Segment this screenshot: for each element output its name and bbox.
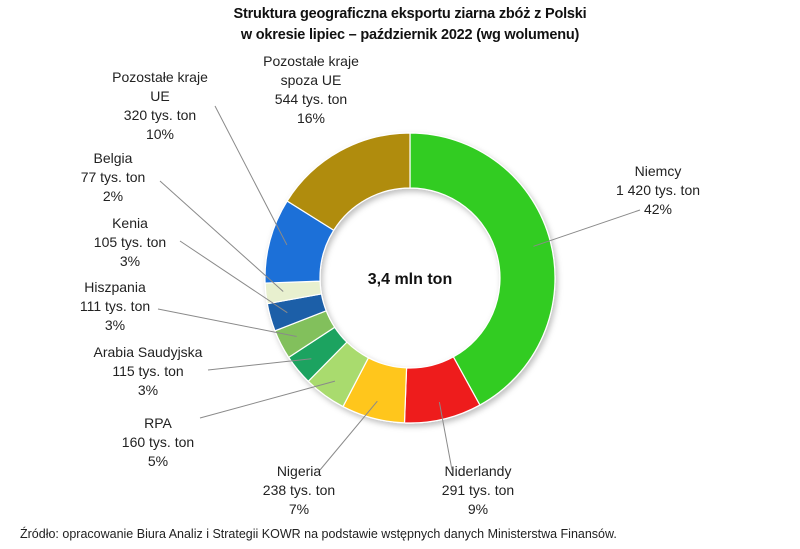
- leader-line-rpa: [199, 380, 336, 419]
- label-name-niderlandy: Niderlandy: [445, 463, 512, 479]
- label-niemcy: Niemcy 1 420 tys. ton 42%: [616, 163, 700, 217]
- slice-niemcy: [409, 132, 556, 406]
- leader-line-belgia: [159, 180, 284, 292]
- label-name-kenia: Kenia: [112, 215, 148, 231]
- slice-labels: Niemcy 1 420 tys. ton 42% Niderlandy 291 tys…: [80, 53, 700, 517]
- label-percent-rpa: 5%: [148, 453, 168, 469]
- label-pozostale-kraje-ue: Pozostałe kraje UE 320 tys. ton 10%: [112, 69, 208, 142]
- label-kenia: Kenia 105 tys. ton 3%: [94, 215, 166, 269]
- leader-lines: [157, 105, 641, 471]
- label-value-niemcy: 1 420 tys. ton: [616, 182, 700, 198]
- label-name-hiszpania: Hiszpania: [84, 279, 146, 295]
- leader-line-kenia: [179, 240, 288, 314]
- label-name-rpa: RPA: [144, 415, 172, 431]
- leader-line-arabia-saudyjska: [207, 358, 312, 371]
- label-percent-pozostale-kraje-ue: 10%: [146, 126, 174, 142]
- label-pozostale-kraje-spoza-ue: Pozostałe kraje spoza UE 544 tys. ton 16%: [263, 53, 359, 126]
- label-percent-nigeria: 7%: [289, 501, 309, 517]
- label-value-belgia: 77 tys. ton: [81, 169, 146, 185]
- label-value-arabia-saudyjska: 115 tys. ton: [112, 363, 183, 379]
- label-name-nigeria: Nigeria: [277, 463, 322, 479]
- label-percent-niderlandy: 9%: [468, 501, 488, 517]
- label-name-belgia: Belgia: [94, 150, 133, 166]
- label-percent-hiszpania: 3%: [105, 317, 125, 333]
- leader-line-niemcy: [533, 209, 641, 247]
- donut-slices: [264, 132, 556, 424]
- label-name-pozostale-kraje-ue: UE: [150, 88, 169, 104]
- label-name-pozostale-kraje-spoza-ue: Pozostałe kraje: [263, 53, 359, 69]
- label-belgia: Belgia 77 tys. ton 2%: [81, 150, 146, 204]
- label-percent-belgia: 2%: [103, 188, 123, 204]
- label-value-niderlandy: 291 tys. ton: [442, 482, 514, 498]
- leader-line-nigeria: [319, 400, 378, 471]
- label-percent-kenia: 3%: [120, 253, 140, 269]
- label-name-arabia-saudyjska: Arabia Saudyjska: [94, 344, 203, 360]
- label-value-kenia: 105 tys. ton: [94, 234, 166, 250]
- label-value-pozostale-kraje-spoza-ue: 544 tys. ton: [275, 91, 347, 107]
- label-percent-pozostale-kraje-spoza-ue: 16%: [297, 110, 325, 126]
- label-value-rpa: 160 tys. ton: [122, 434, 194, 450]
- label-hiszpania: Hiszpania 111 tys. ton 3%: [80, 279, 150, 333]
- title-line-1: Struktura geograficzna eksportu ziarna z…: [233, 6, 587, 22]
- label-name-pozostale-kraje-ue: Pozostałe kraje: [112, 69, 208, 85]
- label-percent-niemcy: 42%: [644, 201, 672, 217]
- label-arabia-saudyjska: Arabia Saudyjska 115 tys. ton 3%: [94, 344, 203, 398]
- leader-line-pozostale-kraje-ue: [214, 105, 288, 246]
- leader-line-hiszpania: [157, 308, 297, 337]
- source-note: Źródło: opracowanie Biura Analiz i Strat…: [20, 527, 617, 541]
- center-label: 3,4 mln ton: [368, 271, 452, 288]
- label-value-nigeria: 238 tys. ton: [263, 482, 335, 498]
- label-name-niemcy: Niemcy: [635, 163, 682, 179]
- label-value-hiszpania: 111 tys. ton: [80, 298, 150, 314]
- leader-line-niderlandy: [438, 401, 453, 471]
- chart-title: Struktura geograficzna eksportu ziarna z…: [200, 4, 620, 46]
- donut-chart: Niemcy 1 420 tys. ton 42% Niderlandy 291 tys…: [80, 53, 700, 517]
- title-line-2: w okresie lipiec – październik 2022 (wg …: [240, 27, 580, 43]
- label-nigeria: Nigeria 238 tys. ton 7%: [263, 463, 335, 517]
- label-niderlandy: Niderlandy 291 tys. ton 9%: [442, 463, 514, 517]
- label-name-pozostale-kraje-spoza-ue: spoza UE: [281, 72, 342, 88]
- label-percent-arabia-saudyjska: 3%: [138, 382, 158, 398]
- label-value-pozostale-kraje-ue: 320 tys. ton: [124, 107, 196, 123]
- slice-pozostale-kraje-spoza-ue: [286, 132, 411, 232]
- label-rpa: RPA 160 tys. ton 5%: [122, 415, 194, 469]
